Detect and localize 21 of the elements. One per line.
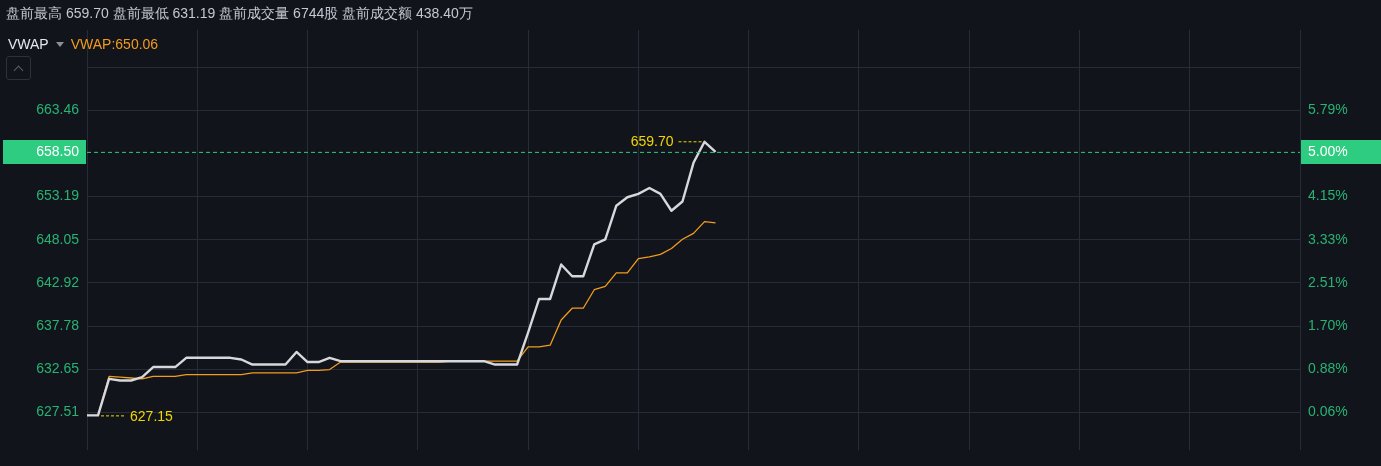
y2-tick-label: 3.33% [1308, 230, 1348, 247]
legend-title: VWAP [8, 36, 49, 52]
y-tick-label: 627.51 [36, 403, 80, 420]
y2-tick-label: 4.15% [1308, 187, 1348, 204]
annotation: 627.15 [130, 407, 174, 424]
y-tick-label: 637.78 [36, 316, 80, 333]
y-tick-label: 632.65 [36, 360, 80, 377]
text: VWAP:650.06 [70, 36, 159, 52]
y2-tick-label: 0.88% [1308, 359, 1348, 376]
annotation: 659.70 [630, 132, 674, 149]
y2-tick-label: 5.79% [1308, 100, 1348, 117]
y-tick-label: 663.46 [36, 101, 80, 118]
y2-tick-label: 2.51% [1308, 273, 1348, 290]
y2-tick-label: 5.00% [1308, 142, 1348, 159]
y2-tick-label: 1.70% [1308, 316, 1348, 333]
y2-tick-label: 0.06% [1308, 403, 1348, 420]
y-tick-label: 648.05 [36, 230, 80, 247]
y-tick-label: 642.92 [36, 273, 80, 290]
text: 盘前最高 659.70 盘前最低 631.19 盘前成交量 6744股 盘前成交额 438.40万 [6, 5, 473, 23]
y-tick-label: 653.19 [36, 187, 80, 204]
ref-line-label: 658.50 [36, 142, 80, 159]
